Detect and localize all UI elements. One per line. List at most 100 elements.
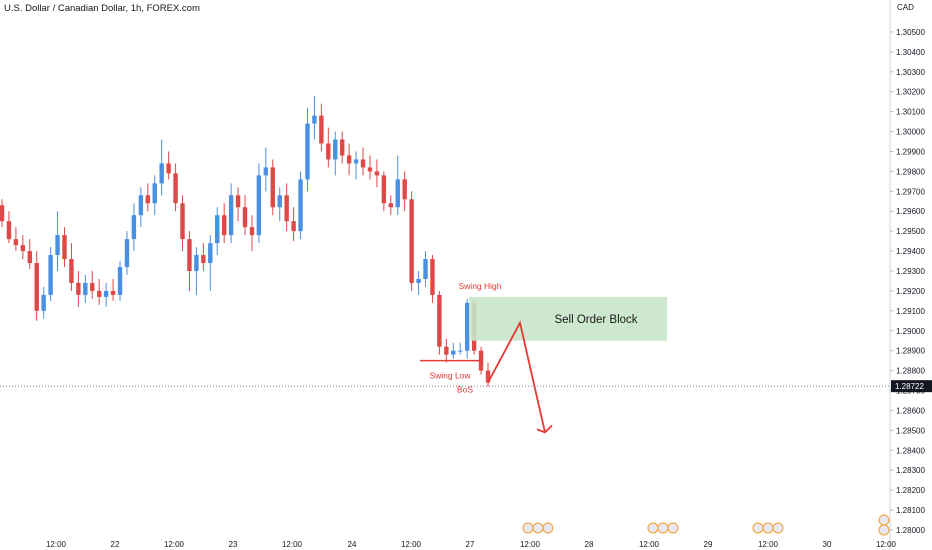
candle[interactable] (208, 243, 213, 264)
candle[interactable] (256, 175, 262, 236)
candle[interactable] (346, 155, 352, 164)
y-tick-label: 1.29400 (896, 247, 925, 256)
y-tick-label: 1.29900 (896, 147, 925, 156)
event-flag-icon[interactable] (878, 524, 890, 536)
candle[interactable] (152, 183, 157, 204)
candle[interactable] (228, 195, 234, 236)
event-flag-icon[interactable] (878, 514, 890, 526)
candle[interactable] (437, 294, 442, 347)
candle[interactable] (284, 195, 289, 222)
candle[interactable] (333, 139, 338, 160)
candle[interactable] (117, 267, 123, 295)
y-tick-label: 1.28300 (896, 466, 925, 475)
candle[interactable] (83, 282, 88, 295)
y-tick-label: 1.30500 (896, 28, 925, 37)
candle[interactable] (110, 290, 116, 295)
candle[interactable] (97, 290, 102, 297)
y-tick-label: 1.30400 (896, 48, 925, 57)
candle[interactable] (263, 167, 269, 176)
candle[interactable] (458, 350, 463, 352)
currency-label: CAD (897, 3, 914, 12)
candle[interactable] (90, 282, 95, 291)
event-flag-icon[interactable] (647, 522, 659, 534)
candle[interactable] (27, 251, 32, 264)
candle[interactable] (20, 245, 26, 252)
candle[interactable] (402, 179, 407, 200)
candle[interactable] (319, 115, 324, 144)
y-tick-label: 1.28100 (896, 506, 925, 515)
candle[interactable] (242, 207, 248, 228)
candle[interactable] (312, 115, 317, 124)
candle[interactable] (444, 346, 449, 355)
event-flag-icon[interactable] (762, 522, 774, 534)
candle[interactable] (277, 195, 282, 208)
candle[interactable] (340, 139, 345, 156)
candle[interactable] (194, 255, 199, 271)
candle[interactable] (159, 163, 164, 184)
candle[interactable] (221, 215, 227, 236)
x-tick-label: 12:00 (282, 540, 303, 549)
candle[interactable] (41, 294, 46, 311)
x-tick-label: 22 (111, 540, 120, 549)
candle[interactable] (55, 235, 60, 256)
candle[interactable] (291, 221, 296, 232)
candle[interactable] (13, 239, 19, 246)
event-flag-icon[interactable] (542, 522, 554, 534)
candle[interactable] (270, 167, 275, 208)
candle[interactable] (374, 171, 380, 176)
candle[interactable] (103, 290, 109, 297)
x-tick-label: 12:00 (164, 540, 185, 549)
order-block-label: Sell Order Block (554, 314, 637, 326)
candle[interactable] (69, 259, 74, 283)
candle[interactable] (173, 173, 178, 204)
event-flag-icon[interactable] (752, 522, 764, 534)
candle[interactable] (360, 159, 366, 168)
candle[interactable] (395, 179, 400, 208)
y-tick-label: 1.29700 (896, 187, 925, 196)
candle[interactable] (305, 123, 310, 180)
candle[interactable] (48, 255, 53, 295)
bos-label: BoS (457, 385, 473, 395)
y-tick-label: 1.28000 (896, 526, 925, 535)
projection-arrowhead (536, 424, 553, 434)
swing-high-label: Swing High (459, 281, 502, 291)
candle[interactable] (367, 167, 373, 172)
event-flag-icon[interactable] (772, 522, 784, 534)
candle[interactable] (34, 263, 39, 311)
candle[interactable] (381, 175, 387, 204)
candle[interactable] (485, 370, 491, 383)
candle[interactable] (430, 259, 435, 295)
candle[interactable] (201, 255, 206, 264)
order-block-zone[interactable] (469, 296, 667, 341)
candle[interactable] (0, 205, 5, 222)
candle[interactable] (180, 203, 185, 240)
candle[interactable] (166, 163, 171, 174)
candle[interactable] (298, 179, 303, 232)
candle[interactable] (145, 195, 150, 204)
candle[interactable] (416, 278, 421, 283)
candle[interactable] (451, 350, 456, 355)
candle[interactable] (423, 259, 428, 279)
event-flag-icon[interactable] (522, 522, 534, 534)
event-flag-icon[interactable] (667, 522, 679, 534)
candle[interactable] (124, 239, 130, 268)
candle[interactable] (6, 221, 12, 240)
y-tick-label: 1.30000 (896, 128, 925, 137)
candle[interactable] (187, 239, 192, 271)
candle[interactable] (235, 195, 241, 208)
candle[interactable] (326, 143, 331, 160)
candle[interactable] (138, 195, 144, 216)
event-flag-icon[interactable] (532, 522, 544, 534)
candle[interactable] (409, 199, 414, 283)
candle[interactable] (62, 235, 67, 260)
candle[interactable] (353, 159, 359, 164)
candle[interactable] (388, 203, 393, 208)
candle[interactable] (215, 215, 220, 244)
candle[interactable] (76, 282, 81, 295)
candle[interactable] (131, 215, 137, 240)
event-flag-icon[interactable] (657, 522, 669, 534)
current-price-tag (891, 380, 932, 393)
candle[interactable] (464, 302, 470, 351)
candle[interactable] (249, 227, 255, 236)
